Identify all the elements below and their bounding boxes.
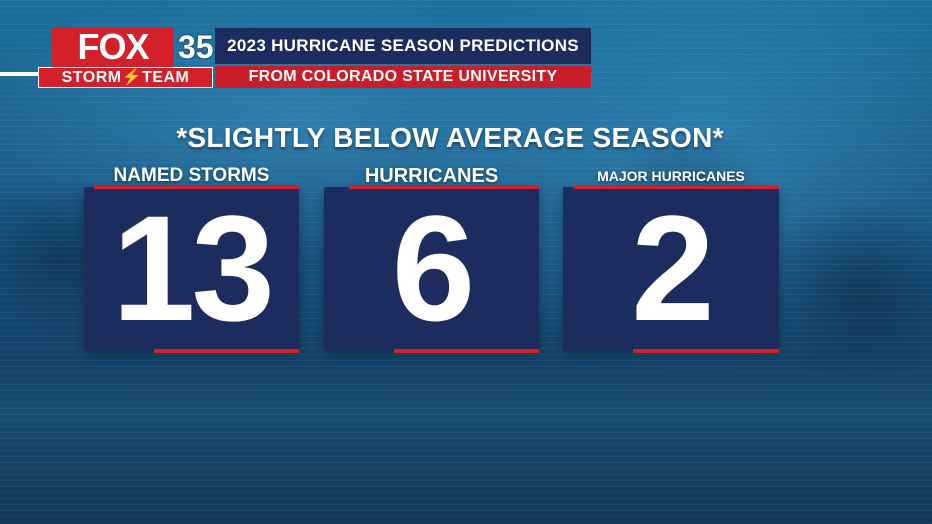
stat-panel-hurricanes: HURRICANES 6: [324, 165, 539, 355]
stat-panel-background: [563, 187, 779, 349]
stat-label: NAMED STORMS: [113, 165, 270, 186]
logo-team: STORM⚡TEAM: [38, 67, 213, 88]
stat-panel-named-storms: NAMED STORMS 13: [84, 165, 299, 355]
stat-panel-top-rule: [349, 186, 539, 189]
stat-panel-top-rule: [94, 186, 299, 189]
stat-label: MAJOR HURRICANES: [597, 168, 745, 184]
stat-value: 2: [631, 184, 714, 352]
background-water: [0, 360, 932, 524]
stat-label: HURRICANES: [364, 165, 499, 187]
stat-panel-bottom-rule: [394, 349, 539, 353]
stat-panel-major-hurricanes: MAJOR HURRICANES 2: [563, 165, 779, 355]
logo-accent-rule: [0, 72, 38, 76]
stat-value: 6: [391, 184, 475, 352]
header-subtitle: FROM COLORADO STATE UNIVERSITY: [215, 66, 591, 88]
stat-panel-top-rule: [574, 186, 779, 189]
stat-panel-bottom-rule: [633, 349, 779, 353]
season-headline: *SLIGHTLY BELOW AVERAGE SEASON*: [176, 122, 724, 153]
logo-channel: 35: [178, 29, 214, 65]
header-title: 2023 HURRICANE SEASON PREDICTIONS: [215, 28, 591, 64]
stat-panel-background: [84, 187, 299, 349]
stat-panel-bottom-rule: [154, 349, 299, 353]
logo-brand: FOX: [52, 27, 174, 67]
stat-panel-background: [324, 187, 539, 349]
stat-value: 13: [112, 184, 275, 352]
station-logo: FOX 35 STORM⚡TEAM: [38, 27, 214, 89]
